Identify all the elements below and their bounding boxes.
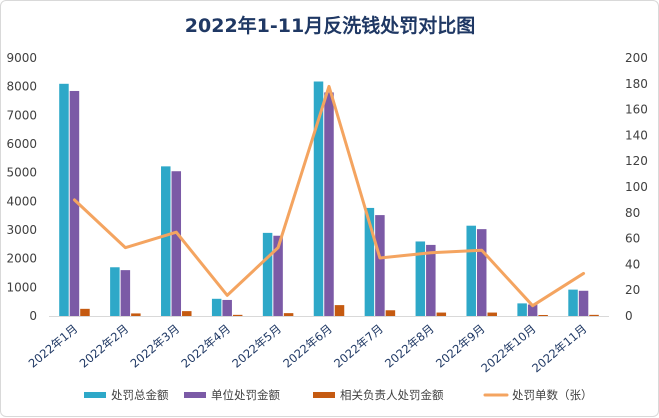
y-right-tick-label: 100 — [625, 180, 648, 194]
x-tick-label: 2022年10月 — [478, 322, 538, 376]
x-tick-label: 2022年4月 — [178, 322, 233, 371]
x-tick-label: 2022年1月 — [26, 322, 81, 371]
bar-2-4 — [284, 313, 294, 316]
y-left-tick-label: 8000 — [6, 80, 37, 94]
bar-2-2 — [182, 311, 192, 316]
y-left-tick-label: 9000 — [6, 51, 37, 65]
bar-1-1 — [121, 270, 131, 316]
chart-title: 2022年1-11月反洗钱处罚对比图 — [185, 14, 475, 37]
y-left-tick-label: 6000 — [6, 137, 37, 151]
y-right-tick-label: 40 — [625, 257, 640, 271]
legend-swatch-2 — [313, 392, 335, 398]
y-left-tick-label: 5000 — [6, 166, 37, 180]
bar-2-8 — [487, 313, 497, 316]
x-tick-label: 2022年11月 — [529, 322, 589, 376]
y-left-tick-label: 3000 — [6, 223, 37, 237]
bar-1-8 — [477, 229, 487, 316]
bar-0-2 — [161, 166, 171, 316]
bar-0-1 — [110, 267, 120, 316]
x-tick-label: 2022年5月 — [229, 322, 284, 371]
x-tick-label: 2022年3月 — [128, 322, 183, 371]
bar-2-9 — [538, 315, 548, 316]
legend-label-0: 处罚总金额 — [111, 388, 169, 402]
x-tick-label: 2022年6月 — [280, 322, 335, 371]
bar-2-10 — [589, 315, 599, 316]
y-right-tick-label: 20 — [625, 283, 640, 297]
y-right-tick-label: 200 — [625, 51, 648, 65]
bar-1-10 — [579, 291, 589, 316]
y-axis-left: 0 1000 2000 3000 4000 5000 6000 7000 8000 9000 — [6, 51, 37, 323]
bar-2-0 — [80, 309, 90, 316]
y-left-tick-label: 7000 — [6, 108, 37, 122]
y-left-tick-label: 1000 — [6, 280, 37, 294]
bar-1-2 — [172, 171, 182, 316]
y-axis-right: 0 20 40 60 80 100 120 140 160 180 200 — [625, 51, 648, 323]
y-left-tick-label: 4000 — [6, 194, 37, 208]
x-tick-label: 2022年7月 — [331, 322, 386, 371]
y-right-tick-label: 120 — [625, 154, 648, 168]
bar-0-4 — [263, 233, 273, 316]
bar-0-3 — [212, 299, 222, 316]
legend-swatch-1 — [184, 392, 206, 398]
bar-2-3 — [233, 315, 243, 316]
bar-2-7 — [437, 313, 447, 316]
legend-label-2: 相关负责人处罚金额 — [340, 388, 444, 402]
bar-0-9 — [517, 303, 527, 316]
bar-0-10 — [568, 290, 578, 316]
bar-1-6 — [375, 215, 385, 316]
legend-label-3: 处罚单数（张） — [512, 388, 593, 402]
y-right-tick-label: 0 — [625, 309, 633, 323]
y-right-tick-label: 180 — [625, 77, 648, 91]
bar-2-1 — [131, 313, 141, 316]
bars — [59, 82, 599, 316]
bar-1-5 — [324, 92, 334, 316]
y-left-tick-label: 2000 — [6, 252, 37, 266]
y-right-tick-label: 160 — [625, 103, 648, 117]
y-right-tick-label: 80 — [625, 206, 640, 220]
x-axis: 2022年1月2022年2月2022年3月2022年4月2022年5月2022年… — [26, 317, 609, 376]
bar-1-7 — [426, 245, 436, 316]
y-left-tick-label: 0 — [29, 309, 37, 323]
bar-1-3 — [222, 300, 232, 316]
bar-2-5 — [335, 305, 345, 316]
legend: 处罚总金额 单位处罚金额 相关负责人处罚金额 处罚单数（张） — [84, 388, 593, 402]
x-tick-label: 2022年8月 — [382, 322, 437, 371]
legend-swatch-0 — [84, 392, 106, 398]
bar-0-8 — [466, 226, 476, 316]
y-right-tick-label: 60 — [625, 232, 640, 246]
y-right-tick-label: 140 — [625, 128, 648, 142]
bar-0-0 — [59, 84, 69, 316]
x-tick-label: 2022年2月 — [77, 322, 132, 371]
bar-2-6 — [386, 310, 396, 316]
legend-label-1: 单位处罚金额 — [211, 388, 280, 402]
